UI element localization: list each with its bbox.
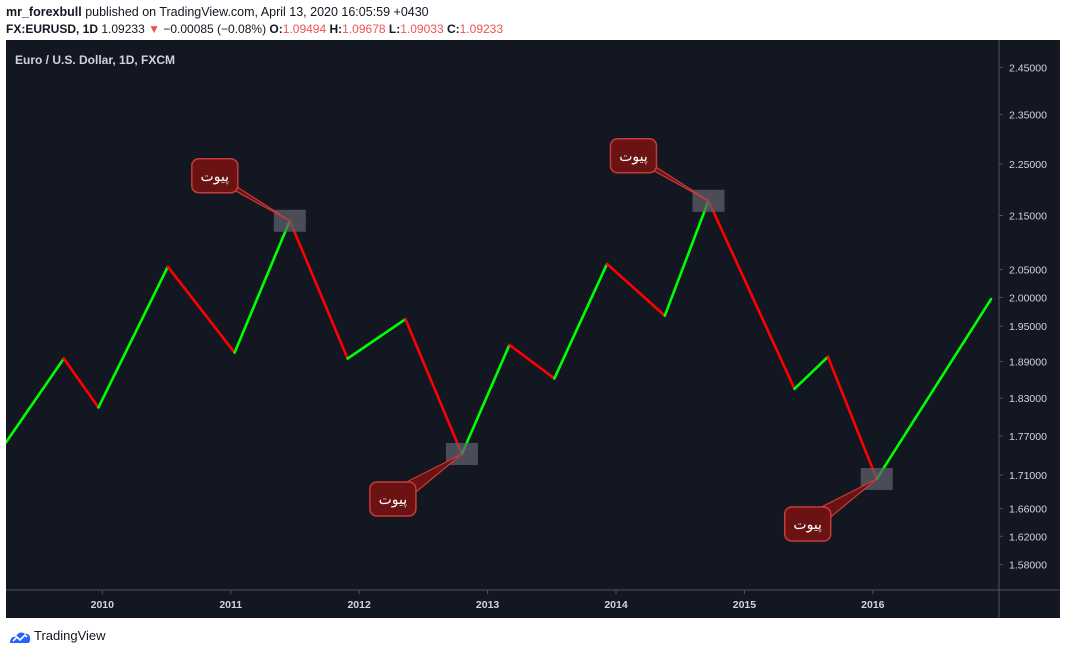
series-segment bbox=[288, 219, 349, 360]
y-tick-label: 1.95000 bbox=[1009, 321, 1047, 333]
data-point bbox=[606, 263, 609, 266]
pivot-callout[interactable]: پیوت bbox=[369, 442, 478, 517]
data-point bbox=[167, 265, 170, 268]
tradingview-brand[interactable]: TradingView bbox=[34, 628, 106, 643]
series-segment bbox=[875, 297, 993, 481]
callout-label: پیوت bbox=[201, 168, 230, 185]
symbol-info: FX:EURUSD, 1D 1.09233 ▼ −0.00085 (−0.08%… bbox=[6, 22, 503, 36]
data-point bbox=[233, 351, 236, 354]
chart-title: Euro / U.S. Dollar, 1D, FXCM bbox=[15, 53, 175, 67]
y-tick-label: 1.66000 bbox=[1009, 504, 1047, 516]
series-segment bbox=[166, 265, 236, 354]
pivot-callout[interactable]: پیوت bbox=[783, 467, 893, 542]
y-tick-label: 2.00000 bbox=[1009, 292, 1047, 304]
y-tick-label: 1.83000 bbox=[1009, 393, 1047, 405]
data-point bbox=[404, 318, 407, 321]
data-point bbox=[508, 344, 511, 347]
high-value: 1.09678 bbox=[342, 22, 386, 36]
close-label: C: bbox=[446, 22, 460, 36]
last-price: 1.09233 bbox=[101, 22, 145, 36]
low-label: L: bbox=[388, 22, 401, 36]
data-point bbox=[827, 355, 830, 358]
series-segment bbox=[4, 357, 66, 444]
callout-box bbox=[783, 506, 832, 542]
series-segment bbox=[62, 357, 100, 409]
y-tick-label: 2.05000 bbox=[1009, 264, 1047, 276]
callout-box bbox=[609, 138, 658, 174]
x-tick-label: 2010 bbox=[91, 599, 115, 611]
data-point bbox=[97, 406, 100, 409]
chart-footer: TradingView bbox=[0, 620, 1066, 654]
callout-box bbox=[191, 158, 239, 194]
pivot-callout[interactable]: پیوت bbox=[609, 138, 725, 212]
y-tick-label: 2.15000 bbox=[1009, 210, 1047, 222]
callout-label: پیوت bbox=[619, 148, 648, 165]
y-tick-label: 2.35000 bbox=[1009, 110, 1047, 122]
data-point bbox=[990, 298, 993, 301]
y-tick-label: 2.45000 bbox=[1009, 62, 1047, 74]
data-point bbox=[346, 357, 349, 360]
callout-label: پیوت bbox=[379, 491, 408, 508]
close-value: 1.09233 bbox=[459, 22, 504, 36]
open-label: O: bbox=[269, 22, 283, 36]
series-segment bbox=[346, 317, 407, 360]
x-tick-label: 2011 bbox=[219, 599, 242, 611]
series-segment bbox=[605, 262, 667, 318]
x-tick-label: 2015 bbox=[733, 599, 757, 611]
y-tick-label: 1.62000 bbox=[1009, 531, 1047, 543]
tradingview-logo-icon[interactable] bbox=[8, 628, 32, 644]
series-segment bbox=[793, 355, 830, 391]
chart-header: mr_forexbull published on TradingView.co… bbox=[0, 0, 1066, 40]
x-tick-label: 2016 bbox=[861, 599, 885, 611]
y-tick-label: 1.71000 bbox=[1009, 470, 1047, 482]
series-segment bbox=[404, 317, 464, 456]
y-axis[interactable]: 2.45000 2.35000 2.25000 2.15000 2.05000 2.000… bbox=[999, 62, 1047, 572]
data-point bbox=[553, 377, 556, 380]
series-segment bbox=[97, 265, 170, 409]
price-change: −0.00085 (−0.08%) bbox=[163, 22, 267, 36]
y-tick-label: 1.58000 bbox=[1009, 560, 1047, 572]
callout-box bbox=[369, 481, 417, 517]
series-segment bbox=[553, 262, 609, 380]
series-segment bbox=[508, 343, 556, 380]
data-point bbox=[664, 314, 667, 317]
chart-panel[interactable]: Euro / U.S. Dollar, 1D, FXCM 2.45000 2.35… bbox=[4, 40, 1060, 618]
publish-info: mr_forexbull published on TradingView.co… bbox=[6, 5, 429, 19]
data-point bbox=[793, 388, 796, 391]
pivot-annotations: پیوت پیوت پیوت پیوت bbox=[191, 138, 893, 542]
chart-background bbox=[6, 40, 1060, 618]
down-arrow-icon: ▼ bbox=[148, 22, 160, 36]
open-value: 1.09494 bbox=[282, 22, 327, 36]
x-axis[interactable]: 2010 2011 2012 2013 2014 2015 2016 bbox=[91, 590, 885, 611]
series-segment bbox=[707, 199, 796, 391]
y-tick-label: 1.77000 bbox=[1009, 431, 1047, 443]
series-segment bbox=[663, 199, 710, 318]
publish-text: published on TradingView.com, April 13, … bbox=[85, 5, 429, 19]
series-segment bbox=[233, 219, 292, 354]
low-value: 1.09033 bbox=[400, 22, 444, 36]
price-series bbox=[4, 199, 993, 481]
high-label: H: bbox=[329, 22, 343, 36]
data-point bbox=[62, 357, 65, 360]
x-tick-label: 2012 bbox=[347, 599, 371, 611]
series-segment bbox=[460, 343, 511, 456]
symbol-label: FX:EURUSD, 1D bbox=[6, 22, 99, 36]
author-name[interactable]: mr_forexbull bbox=[6, 5, 82, 19]
y-tick-label: 1.89000 bbox=[1009, 357, 1047, 369]
price-chart[interactable]: Euro / U.S. Dollar, 1D, FXCM 2.45000 2.35… bbox=[4, 40, 1060, 618]
callout-label: پیوت bbox=[793, 516, 822, 533]
series-segment bbox=[826, 355, 879, 481]
x-tick-label: 2013 bbox=[476, 599, 500, 611]
x-tick-label: 2014 bbox=[604, 599, 628, 611]
y-tick-label: 2.25000 bbox=[1009, 159, 1047, 171]
pivot-callout[interactable]: پیوت bbox=[191, 158, 306, 232]
